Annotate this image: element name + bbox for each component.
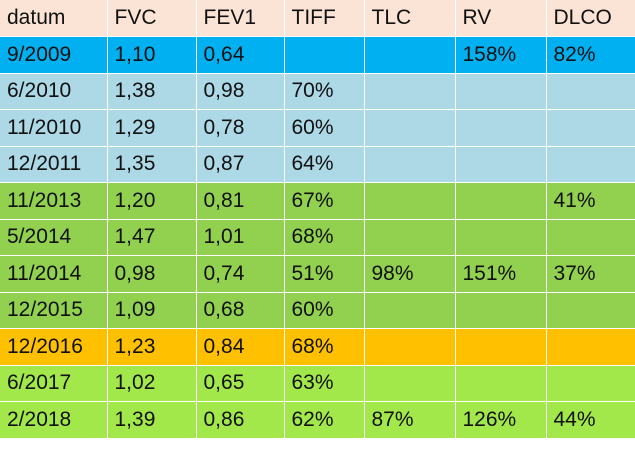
cell-dlco <box>545 328 635 366</box>
cell-dlco: 82% <box>545 36 635 74</box>
column-header-dlco: DLCO <box>545 0 635 37</box>
cell-dlco: 37% <box>545 255 635 293</box>
cell-tlc <box>363 218 456 256</box>
cell-fev1: 0,65 <box>195 364 285 402</box>
cell-tlc <box>363 291 456 329</box>
cell-tlc <box>363 364 456 402</box>
cell-rv <box>454 328 547 366</box>
table-header: datum FVC FEV1 TIFF TLC RV DLCO <box>0 0 635 37</box>
cell-tlc: 87% <box>363 401 456 439</box>
cell-rv <box>454 218 547 256</box>
cell-fev1: 0,74 <box>195 255 285 293</box>
table-body: 9/2009 1,10 0,64 158% 82% 6/2010 1,38 0,98 70% 11… <box>0 36 635 439</box>
cell-tlc <box>363 145 456 183</box>
cell-fvc: 1,38 <box>106 72 197 110</box>
cell-dlco <box>545 109 635 147</box>
column-header-datum: datum <box>0 0 108 37</box>
table-row: 5/2014 1,47 1,01 68% <box>0 218 635 256</box>
cell-datum: 9/2009 <box>0 36 108 74</box>
cell-datum: 2/2018 <box>0 401 108 439</box>
column-header-fev1: FEV1 <box>195 0 285 37</box>
cell-dlco <box>545 72 635 110</box>
column-header-rv: RV <box>454 0 547 37</box>
cell-fvc: 1,20 <box>106 182 197 220</box>
cell-fvc: 1,39 <box>106 401 197 439</box>
cell-rv <box>454 145 547 183</box>
cell-tlc <box>363 72 456 110</box>
cell-datum: 6/2017 <box>0 364 108 402</box>
cell-tlc: 98% <box>363 255 456 293</box>
cell-dlco: 44% <box>545 401 635 439</box>
cell-dlco <box>545 218 635 256</box>
cell-datum: 11/2010 <box>0 109 108 147</box>
cell-fev1: 0,84 <box>195 328 285 366</box>
table-row: 12/2015 1,09 0,68 60% <box>0 291 635 329</box>
cell-tlc <box>363 109 456 147</box>
table-row: 6/2010 1,38 0,98 70% <box>0 72 635 110</box>
cell-fvc: 1,35 <box>106 145 197 183</box>
cell-fvc: 1,09 <box>106 291 197 329</box>
cell-dlco <box>545 291 635 329</box>
table-row: 6/2017 1,02 0,65 63% <box>0 364 635 402</box>
cell-fvc: 1,02 <box>106 364 197 402</box>
cell-fev1: 0,87 <box>195 145 285 183</box>
cell-datum: 12/2015 <box>0 291 108 329</box>
cell-datum: 11/2014 <box>0 255 108 293</box>
cell-fev1: 0,68 <box>195 291 285 329</box>
cell-datum: 6/2010 <box>0 72 108 110</box>
cell-fvc: 1,23 <box>106 328 197 366</box>
column-header-tiff: TIFF <box>283 0 365 37</box>
cell-tiff: 60% <box>283 291 365 329</box>
table-row: 11/2013 1,20 0,81 67% 41% <box>0 182 635 220</box>
cell-tlc <box>363 182 456 220</box>
table-row: 12/2016 1,23 0,84 68% <box>0 328 635 366</box>
cell-rv <box>454 364 547 402</box>
cell-tiff: 64% <box>283 145 365 183</box>
cell-dlco: 41% <box>545 182 635 220</box>
cell-datum: 12/2016 <box>0 328 108 366</box>
lung-function-table: datum FVC FEV1 TIFF TLC RV DLCO 9/2009 1,… <box>0 0 635 439</box>
cell-rv: 158% <box>454 36 547 74</box>
column-header-tlc: TLC <box>363 0 456 37</box>
cell-rv: 151% <box>454 255 547 293</box>
cell-dlco <box>545 145 635 183</box>
cell-fev1: 0,98 <box>195 72 285 110</box>
cell-tiff <box>283 36 365 74</box>
column-header-fvc: FVC <box>106 0 197 37</box>
cell-rv <box>454 72 547 110</box>
cell-tiff: 51% <box>283 255 365 293</box>
table-row: 11/2010 1,29 0,78 60% <box>0 109 635 147</box>
cell-dlco <box>545 364 635 402</box>
cell-tiff: 60% <box>283 109 365 147</box>
cell-fvc: 1,29 <box>106 109 197 147</box>
cell-datum: 5/2014 <box>0 218 108 256</box>
cell-tiff: 70% <box>283 72 365 110</box>
cell-fvc: 1,47 <box>106 218 197 256</box>
cell-tiff: 67% <box>283 182 365 220</box>
cell-rv <box>454 182 547 220</box>
cell-tlc <box>363 328 456 366</box>
table-row: 11/2014 0,98 0,74 51% 98% 151% 37% <box>0 255 635 293</box>
cell-rv <box>454 291 547 329</box>
table-row: 12/2011 1,35 0,87 64% <box>0 145 635 183</box>
table-row: 9/2009 1,10 0,64 158% 82% <box>0 36 635 74</box>
header-row: datum FVC FEV1 TIFF TLC RV DLCO <box>0 0 635 37</box>
cell-fvc: 0,98 <box>106 255 197 293</box>
cell-rv <box>454 109 547 147</box>
cell-fev1: 0,81 <box>195 182 285 220</box>
cell-fev1: 0,86 <box>195 401 285 439</box>
cell-tiff: 68% <box>283 218 365 256</box>
cell-rv: 126% <box>454 401 547 439</box>
cell-tiff: 68% <box>283 328 365 366</box>
cell-tiff: 63% <box>283 364 365 402</box>
cell-tiff: 62% <box>283 401 365 439</box>
table-row: 2/2018 1,39 0,86 62% 87% 126% 44% <box>0 401 635 439</box>
cell-fev1: 1,01 <box>195 218 285 256</box>
cell-fvc: 1,10 <box>106 36 197 74</box>
cell-datum: 11/2013 <box>0 182 108 220</box>
cell-datum: 12/2011 <box>0 145 108 183</box>
cell-fev1: 0,64 <box>195 36 285 74</box>
cell-fev1: 0,78 <box>195 109 285 147</box>
cell-tlc <box>363 36 456 74</box>
